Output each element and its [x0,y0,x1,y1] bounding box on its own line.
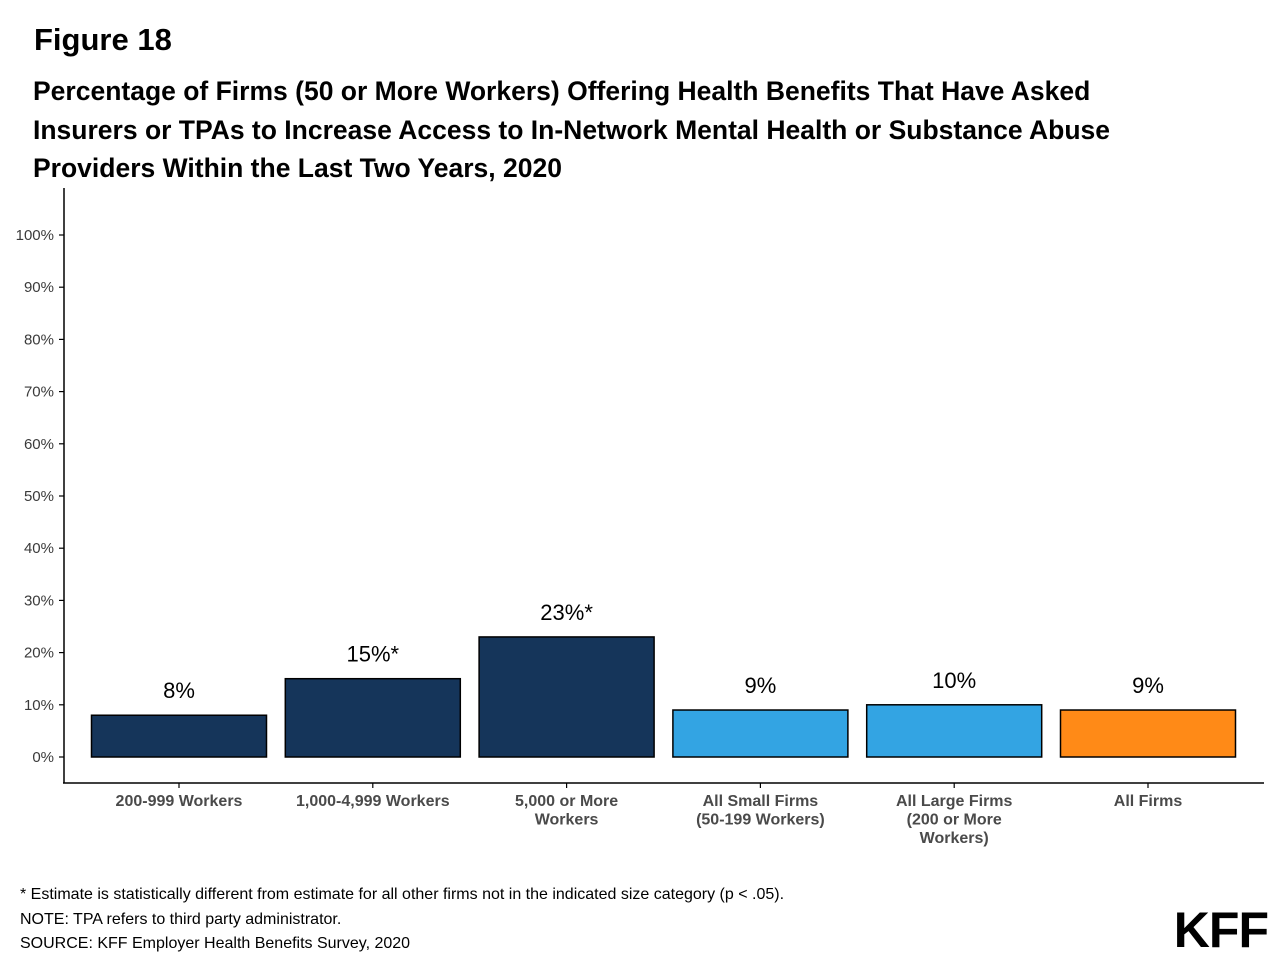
bar [865,704,1043,758]
tpa-note: NOTE: TPA refers to third party administ… [20,910,342,928]
x-tick-label-line: 200-999 Workers [116,793,243,810]
x-tick-label: All Firms [1114,793,1183,810]
bar-chart: 0% 10% 20% 30% 40% 50% 60% 70% 80% 90% 100% 8% 15%*… [16,188,1264,847]
bar [90,714,268,758]
data-label: 10% [932,668,976,693]
figure-label: Figure 18 [34,22,172,57]
x-tick-label: 5,000 or More Workers [515,793,618,829]
x-tick-label-line: Workers [535,812,599,829]
bar [478,636,655,758]
y-tick-label: 60% [24,436,54,453]
data-label: 15%* [347,642,400,667]
y-tick-label: 70% [24,384,54,401]
y-tick-label: 80% [24,331,54,348]
x-tick-label: All Large Firms (200 or More Workers) [896,793,1013,847]
bars [90,636,1237,758]
x-tick-label: 1,000-4,999 Workers [296,793,450,810]
y-tick-label: 50% [24,488,54,505]
y-tick-label: 0% [32,749,54,766]
chart-title: Percentage of Firms (50 or More Workers)… [33,76,1110,183]
bar [1059,709,1237,758]
y-tick-label: 10% [24,697,54,714]
x-tick-label-line: All Large Firms [896,793,1013,810]
data-label: 23%* [540,600,593,625]
bar [284,677,462,758]
x-tick-label-line: 1,000-4,999 Workers [296,793,450,810]
y-tick-label: 40% [24,540,54,557]
x-tick-label-line: All Firms [1114,793,1183,810]
footnotes: * Estimate is statistically different fr… [20,883,784,957]
y-tick-label: 100% [16,227,54,244]
y-axis-ticks: 0% 10% 20% 30% 40% 50% 60% 70% 80% 90% 100% [16,227,64,766]
asterisk-note: * Estimate is statistically different fr… [20,886,785,903]
x-tick-label-line: Workers) [920,830,989,847]
y-tick-label: 30% [24,592,54,609]
x-tick-label: 200-999 Workers [116,793,243,810]
x-tick-label: All Small Firms (50-199 Workers) [696,793,825,829]
x-tick-label-line: 5,000 or More [515,793,618,810]
x-tick-label-line: All Small Firms [703,793,819,810]
source-note: SOURCE: KFF Employer Health Benefits Sur… [20,935,411,952]
data-labels: 8% 15%* 23%* 9% 10% 9% [163,600,1164,703]
x-axis-ticks: 200-999 Workers 1,000-4,999 Workers 5,000 … [116,783,1183,847]
kff-logo: KFF [1173,902,1269,958]
y-tick-label: 20% [24,645,54,662]
data-label: 9% [745,673,777,698]
bar [672,709,849,758]
x-tick-label-line: (200 or More [907,812,1002,829]
data-label: 9% [1132,673,1164,698]
x-tick-label-line: (50-199 Workers) [696,812,825,829]
y-tick-label: 90% [24,279,54,296]
data-label: 8% [163,678,195,703]
